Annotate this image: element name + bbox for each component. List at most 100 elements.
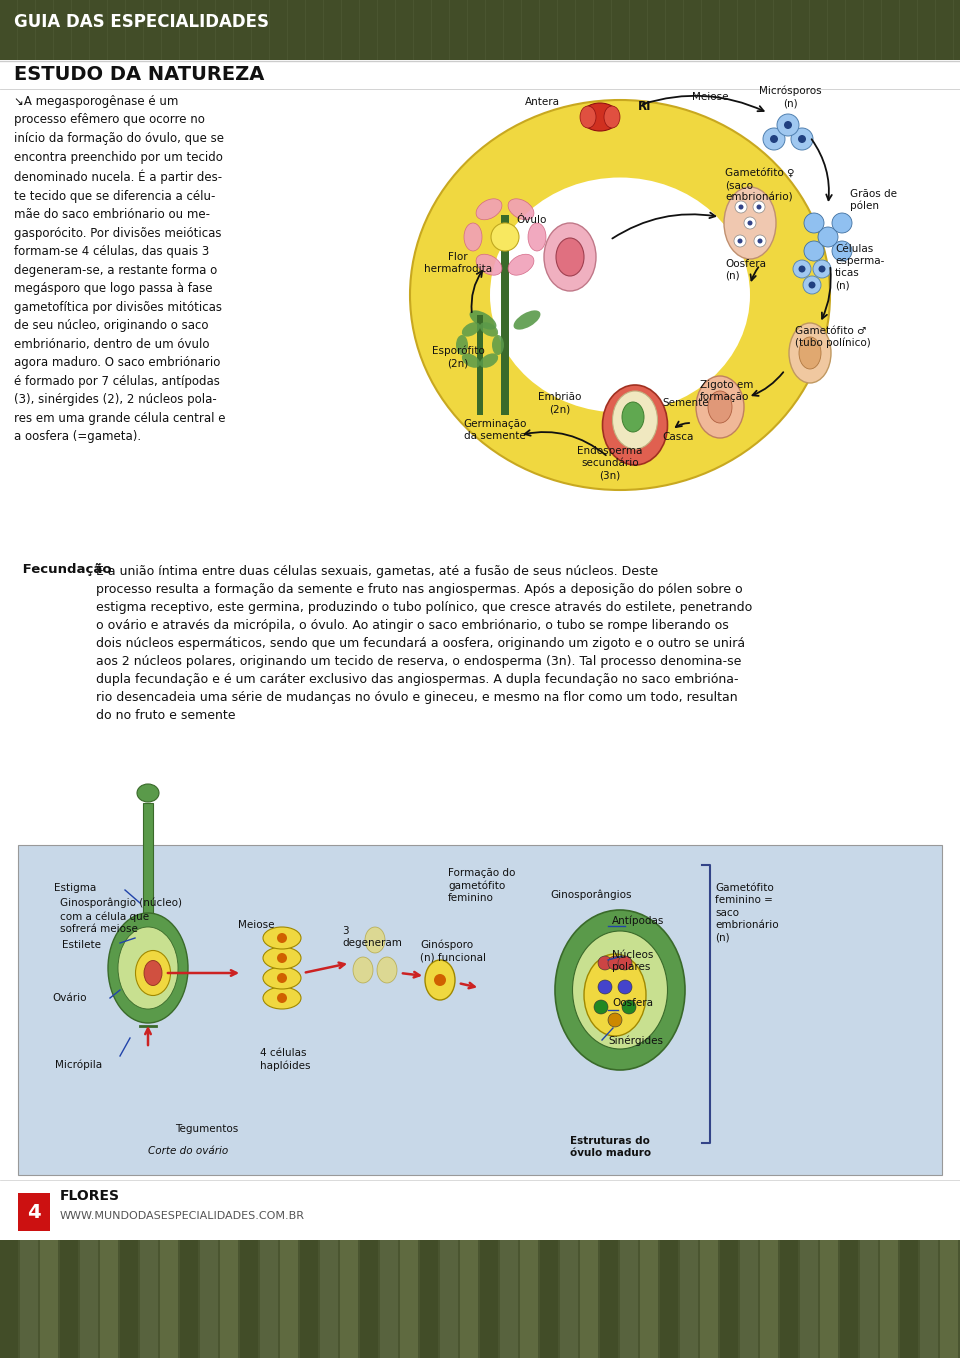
Ellipse shape [544,223,596,291]
Bar [432,0,449,60]
Bar [900,0,917,60]
Text: WWW.MUNDODASESPECIALIDADES.COM.BR: WWW.MUNDODASESPECIALIDADES.COM.BR [60,1211,305,1221]
Ellipse shape [464,223,482,251]
Circle shape [598,980,612,994]
Bar [810,0,827,60]
Bar [143,803,153,913]
Text: ESTUDO DA NATUREZA: ESTUDO DA NATUREZA [14,65,264,84]
Circle shape [777,114,799,136]
Text: Endosperma
secundário
(3n): Endosperma secundário (3n) [577,445,642,479]
Text: Óvulo: Óvulo [516,215,547,225]
Text: GUIA DAS ESPECIALIDADES: GUIA DAS ESPECIALIDADES [14,14,269,31]
Text: Embrião
(2n): Embrião (2n) [539,392,582,414]
Text: Flor
hermafrodita: Flor hermafrodita [424,253,492,274]
Bar [860,1240,878,1358]
Bar [288,0,305,60]
Ellipse shape [490,178,750,413]
Ellipse shape [469,311,496,330]
Bar [954,0,960,60]
Text: Micrósporos
(n): Micrósporos (n) [758,86,822,109]
Bar [252,0,269,60]
Circle shape [277,953,287,963]
Bar [240,1240,258,1358]
Circle shape [757,239,762,243]
Bar [612,0,629,60]
Ellipse shape [108,913,188,1023]
Ellipse shape [708,391,732,422]
Ellipse shape [604,106,620,128]
Bar [666,0,683,60]
Text: Ginosporângios: Ginosporângios [550,889,632,900]
Ellipse shape [263,928,301,949]
Ellipse shape [696,376,744,439]
Bar [936,0,953,60]
Circle shape [791,128,813,149]
Circle shape [748,220,753,225]
Ellipse shape [353,957,373,983]
Text: Ginósporo
(n) funcional: Ginósporo (n) funcional [420,940,486,963]
Circle shape [799,266,805,273]
Bar [560,1240,578,1358]
Ellipse shape [580,106,596,128]
Circle shape [804,213,824,234]
Text: Semente: Semente [662,398,708,407]
Text: ↘A megasporogênase é um
processo efêmero que ocorre no
início da formação do óvu: ↘A megasporogênase é um processo efêmero… [14,95,226,443]
Ellipse shape [480,353,498,368]
Bar [234,0,251,60]
Text: Fecundação: Fecundação [18,564,111,576]
Bar [920,1240,938,1358]
Circle shape [618,956,632,970]
Text: Núcleos
polares: Núcleos polares [612,951,654,972]
Bar [18,1192,50,1230]
Bar [774,0,791,60]
Bar [20,1240,38,1358]
Bar [500,1240,518,1358]
Text: Gametófito ♂
(tubo polínico): Gametófito ♂ (tubo polínico) [795,326,871,348]
Bar [648,0,665,60]
Bar [576,0,593,60]
Bar [120,1240,138,1358]
Ellipse shape [492,335,504,354]
Ellipse shape [462,322,480,337]
Text: Esporófito
(2n): Esporófito (2n) [432,346,485,368]
Bar [360,0,377,60]
Bar [0,1240,18,1358]
Bar [940,1240,958,1358]
Circle shape [832,240,852,261]
Ellipse shape [144,960,162,986]
Bar [342,0,359,60]
Text: RI: RI [638,100,652,114]
Ellipse shape [508,198,534,220]
Circle shape [793,259,811,278]
Bar [0,1240,960,1358]
Text: Meiose: Meiose [238,919,275,930]
Bar [882,0,899,60]
Text: 3
degeneram: 3 degeneram [342,926,402,948]
Circle shape [277,933,287,942]
Bar [660,1240,678,1358]
Circle shape [594,999,608,1014]
Ellipse shape [476,198,502,220]
Circle shape [818,227,838,247]
Bar [702,0,719,60]
Bar [700,1240,718,1358]
Ellipse shape [555,910,685,1070]
Text: Gametófito ♀
(saco
embrionário): Gametófito ♀ (saco embrionário) [725,168,795,202]
Bar [828,0,845,60]
Text: Germinação
da semente: Germinação da semente [464,420,527,441]
Bar [216,0,233,60]
Ellipse shape [581,103,619,130]
Circle shape [804,240,824,261]
Ellipse shape [137,784,159,803]
Bar [630,0,647,60]
Ellipse shape [584,955,646,1036]
Bar [756,0,773,60]
Bar [780,1240,798,1358]
Bar [90,0,107,60]
Bar [160,1240,178,1358]
Ellipse shape [365,928,385,953]
Circle shape [598,956,612,970]
Bar [340,1240,358,1358]
Ellipse shape [508,254,534,276]
Circle shape [734,235,746,247]
